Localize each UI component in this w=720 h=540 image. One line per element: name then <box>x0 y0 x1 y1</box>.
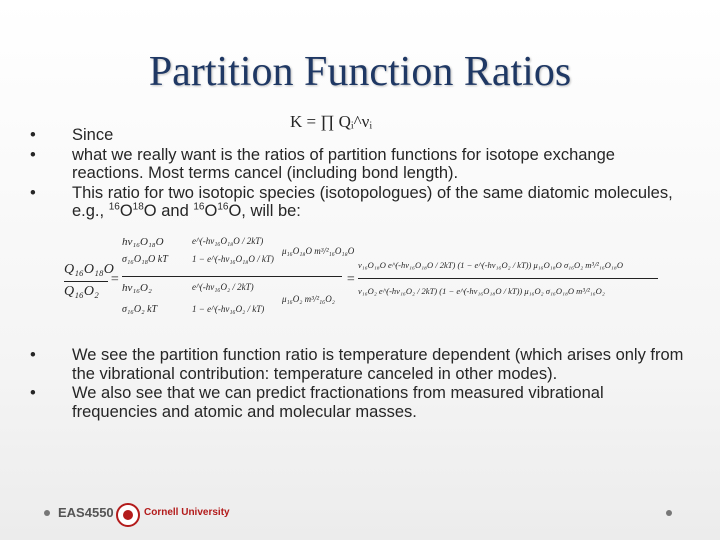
slide-footer: EAS4550 Cornell University <box>40 500 690 530</box>
bullet-text: This ratio for two isotopic species (iso… <box>72 183 673 221</box>
lhs-numerator: Q₁₆O₁₈O <box>64 262 114 277</box>
mid-bot-sigma: σ₁₆O₂ kT <box>122 304 158 315</box>
equals-sign: = <box>110 272 120 287</box>
lhs-denominator: Q₁₆O₂ <box>64 284 99 299</box>
bullet-text: what we really want is the ratios of par… <box>72 145 615 183</box>
mid-top-exp: e^(-hν₁₆O₁₈O / 2kT) <box>192 236 264 246</box>
mid-fraction-bar <box>122 276 342 277</box>
rhs-fraction-bar <box>358 278 658 279</box>
mid-bot-exp: e^(-hν₁₆O₂ / 2kT) <box>192 282 254 292</box>
university-name: Cornell University <box>144 507 230 518</box>
bullet-dot: • <box>30 183 36 202</box>
mid-bot-mass: μ₁₆O₂ m³/²₁₆O₂ <box>282 294 335 304</box>
bullet-item: • This ratio for two isotopic species (i… <box>28 184 688 221</box>
bullet-item: • what we really want is the ratios of p… <box>28 146 688 183</box>
bullet-item: • Since <box>28 126 688 145</box>
bullet-dot: • <box>30 346 36 364</box>
mid-top-sigma: σ₁₆O₁₈O kT <box>122 254 168 265</box>
bullet-item: • We see the partition function ratio is… <box>28 346 688 383</box>
equilibrium-constant-formula: K = ∏ Qᵢ^νᵢ <box>290 112 373 131</box>
bullet-list-bottom: • We see the partition function ratio is… <box>28 346 688 422</box>
bullet-dot: • <box>30 145 36 164</box>
footer-dot-left <box>44 510 50 516</box>
rhs-denominator: ν₁₆O₂ e^(-hν₁₆O₂ / 2kT) (1 − e^(-hν₁₆O₁₈… <box>358 286 605 296</box>
bullet-list-top: • Since • what we really want is the rat… <box>28 126 688 222</box>
course-code: EAS4550 <box>58 505 114 520</box>
slide-title: Partition Function Ratios <box>148 49 572 95</box>
lhs-fraction-bar <box>64 281 108 282</box>
partition-function-ratio-equation: Q₁₆O₁₈O Q₁₆O₂ = hν₁₆O₁₈O e^(-hν₁₆O₁₈O / … <box>64 232 664 332</box>
mid-bot-denom: 1 − e^(-hν₁₆O₂ / kT) <box>192 304 265 314</box>
bullet-text: We see the partition function ratio is t… <box>72 346 684 383</box>
bullet-item: • We also see that we can predict fracti… <box>28 384 688 421</box>
bullet-text: We also see that we can predict fraction… <box>72 384 604 421</box>
bullet-dot: • <box>30 126 36 144</box>
bullet-text: Since <box>72 126 114 144</box>
mid-top-freq: hν₁₆O₁₈O <box>122 236 164 248</box>
mid-top-mass: μ₁₆O₁₈O m³/²₁₆O₁₈O <box>282 246 355 256</box>
cornell-seal-icon <box>116 503 140 527</box>
mid-top-denom: 1 − e^(-hν₁₆O₁₈O / kT) <box>192 254 274 264</box>
mid-bot-freq: hν₁₆O₂ <box>122 282 152 294</box>
bullet-dot: • <box>30 384 36 402</box>
rhs-numerator: ν₁₆O₁₈O e^(-hν₁₆O₁₈O / 2kT) (1 − e^(-hν₁… <box>358 260 623 270</box>
equals-sign-2: = <box>346 272 356 287</box>
footer-dot-right <box>666 510 672 516</box>
